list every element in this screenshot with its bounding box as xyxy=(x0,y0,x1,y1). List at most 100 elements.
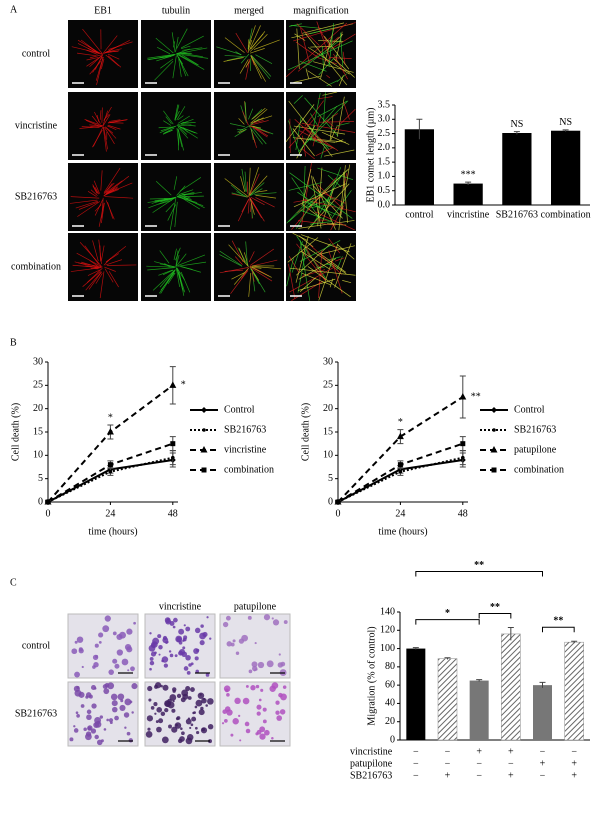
filament xyxy=(103,106,112,121)
cell xyxy=(76,686,80,689)
micrograph xyxy=(68,20,138,88)
panel-label: C xyxy=(10,577,17,588)
filament xyxy=(255,190,268,193)
cell xyxy=(168,724,172,729)
filament xyxy=(219,254,243,267)
legend-label: patupilone xyxy=(514,444,557,455)
filament xyxy=(110,122,124,124)
cell xyxy=(245,684,249,688)
cell xyxy=(195,699,203,707)
filament xyxy=(249,182,265,196)
filament xyxy=(176,124,192,127)
column-header: patupilone xyxy=(234,601,277,612)
marker xyxy=(45,499,51,505)
condition-mark: − xyxy=(476,770,482,781)
micrograph xyxy=(68,92,138,160)
cell xyxy=(206,616,209,619)
cell xyxy=(98,640,102,644)
y-axis-label: Migration (% of control) xyxy=(366,626,377,725)
filament xyxy=(155,180,172,196)
y-tick-label: 0 xyxy=(328,496,333,507)
cell xyxy=(127,669,130,672)
filament xyxy=(301,243,347,274)
filament xyxy=(154,261,176,268)
filament xyxy=(248,167,259,197)
row-label: control xyxy=(22,640,51,651)
cell xyxy=(87,725,93,731)
filament xyxy=(302,135,306,157)
filament xyxy=(288,182,323,191)
filament xyxy=(311,175,322,229)
filament xyxy=(302,165,306,212)
filament xyxy=(250,268,266,293)
x-tick-label: 0 xyxy=(336,508,341,519)
filament xyxy=(234,129,247,137)
y-tick-label: 0 xyxy=(390,734,395,745)
marker xyxy=(460,441,466,447)
filament xyxy=(321,188,335,225)
filament xyxy=(178,189,194,195)
filament xyxy=(251,55,272,77)
cell xyxy=(108,669,114,675)
cell xyxy=(193,648,199,654)
filament xyxy=(324,149,355,157)
filament xyxy=(107,55,122,68)
filament xyxy=(318,252,346,273)
cell xyxy=(176,716,181,720)
cell xyxy=(75,711,79,715)
significance: ** xyxy=(474,560,484,571)
cell xyxy=(171,726,178,733)
cell xyxy=(266,660,274,668)
cell xyxy=(165,618,172,625)
filament xyxy=(249,248,275,266)
filament xyxy=(231,272,245,280)
cell xyxy=(174,722,182,729)
filament xyxy=(250,54,271,80)
condition-label: SB216763 xyxy=(350,770,392,781)
cell xyxy=(168,650,172,653)
x-tick-label: combination xyxy=(541,209,591,220)
filament xyxy=(248,25,261,51)
cell xyxy=(114,663,120,669)
x-tick-label: 0 xyxy=(46,508,51,519)
filament xyxy=(163,110,174,125)
bar xyxy=(551,130,581,205)
y-tick-label: 80 xyxy=(385,661,395,672)
condition-mark: + xyxy=(508,746,514,757)
filament xyxy=(241,168,247,192)
filament xyxy=(301,122,356,133)
filament xyxy=(312,176,336,230)
filament xyxy=(103,187,118,197)
filament xyxy=(160,58,174,69)
x-tick-label: 48 xyxy=(458,508,468,519)
cell xyxy=(226,709,233,716)
filament xyxy=(85,271,102,291)
cell xyxy=(194,656,199,661)
marker xyxy=(491,407,497,413)
filament xyxy=(336,122,350,127)
marker xyxy=(491,467,497,473)
filament xyxy=(79,126,103,129)
filament xyxy=(175,254,180,267)
y-axis-label: EB1 comet length (µm) xyxy=(365,108,376,203)
line-series xyxy=(47,384,174,503)
filament xyxy=(176,195,204,198)
filament xyxy=(285,104,315,143)
filament xyxy=(240,53,250,64)
filament xyxy=(219,250,242,266)
marker xyxy=(335,499,341,505)
significance: ** xyxy=(490,602,500,613)
filament xyxy=(219,267,249,274)
filament xyxy=(338,165,346,231)
cell xyxy=(199,632,206,640)
marker xyxy=(170,441,176,447)
filament xyxy=(176,267,185,280)
filament xyxy=(176,185,186,196)
bracket xyxy=(542,626,575,633)
cell xyxy=(276,715,283,721)
cell xyxy=(187,696,192,700)
cell xyxy=(114,715,119,721)
column-header: magnification xyxy=(293,5,349,16)
filament xyxy=(103,167,121,193)
cell xyxy=(149,667,152,671)
